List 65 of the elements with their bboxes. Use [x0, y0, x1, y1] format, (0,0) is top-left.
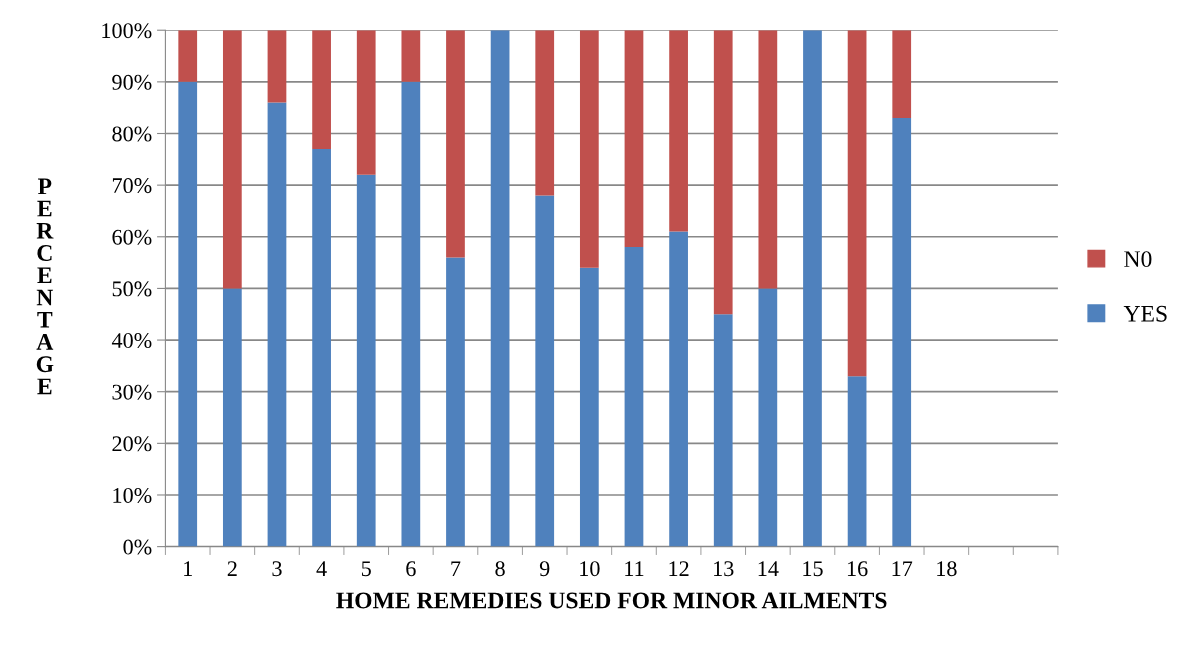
bar [446, 257, 465, 547]
bar [847, 30, 867, 377]
bar [312, 148, 331, 547]
bar [178, 81, 198, 547]
y-tick-label: 0% [123, 539, 152, 555]
x-tick-label: 14 [758, 561, 779, 576]
bar [535, 195, 555, 547]
y-tick-label: 30% [112, 384, 152, 400]
y-tick-label: 80% [112, 126, 152, 142]
y-tick-label: 100% [102, 23, 152, 39]
bar [624, 247, 644, 547]
bar [624, 30, 644, 248]
text: PERCENTAGE [36, 178, 54, 395]
x-tick-label: 6 [406, 561, 416, 577]
bar [669, 30, 688, 232]
bar [446, 30, 465, 258]
bar [535, 30, 555, 196]
x-tick-label: 12 [669, 561, 689, 576]
x-tick-label: 18 [937, 561, 957, 577]
bar [267, 102, 287, 547]
x-tick-label: 8 [495, 561, 505, 577]
x-axis-title: HOME REMEDIES USED FOR MINOR AILMENTS [336, 592, 887, 609]
bar [669, 231, 688, 547]
bar [356, 30, 376, 175]
bar [222, 30, 242, 289]
bar [892, 30, 912, 119]
x-tick-label: 17 [892, 561, 913, 576]
x-tick-label: 9 [539, 561, 550, 577]
y-tick-label: 60% [112, 229, 152, 245]
y-tick-label: 40% [111, 333, 152, 349]
x-tick-label: 3 [272, 561, 282, 577]
bar [490, 30, 510, 547]
x-tick-label: 4 [316, 561, 327, 576]
bar [312, 30, 331, 149]
bar [892, 118, 912, 547]
bar [401, 30, 421, 82]
bar [178, 30, 198, 82]
bar [713, 30, 733, 315]
y-tick-label: 20% [112, 436, 152, 452]
legend-label: N0 [1124, 251, 1152, 268]
y-tick-label: 70% [112, 178, 152, 194]
x-tick-label: 16 [847, 561, 868, 577]
x-tick-label: 13 [714, 561, 734, 577]
bar [803, 30, 822, 547]
bar [758, 288, 778, 547]
x-tick-label: 7 [451, 561, 461, 576]
bar [401, 81, 421, 547]
x-tick-label: 11 [625, 561, 644, 576]
bar [356, 174, 376, 547]
bar [222, 288, 242, 547]
bar [847, 376, 867, 547]
x-tick-label: 10 [580, 561, 600, 577]
x-tick-label: 2 [227, 561, 237, 576]
legend-label: YES [1123, 305, 1167, 322]
x-tick-label: 1 [184, 561, 192, 576]
x-tick-label: 15 [803, 561, 823, 577]
y-tick-label: 90% [112, 74, 152, 90]
bar [713, 314, 733, 547]
bar [758, 30, 778, 289]
bar [579, 30, 599, 268]
x-tick-label: 5 [361, 561, 371, 577]
bar [267, 30, 287, 103]
y-tick-label: 10% [113, 487, 152, 503]
bar [579, 267, 599, 547]
y-tick-label: 50% [112, 281, 152, 297]
